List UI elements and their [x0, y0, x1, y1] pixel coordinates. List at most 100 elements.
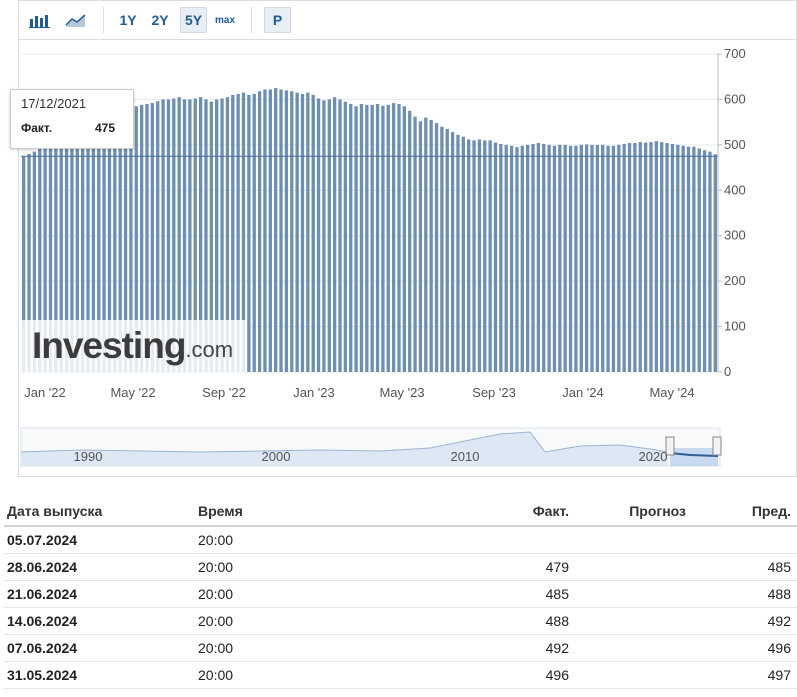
y-tick-label: 100 [724, 319, 746, 334]
y-tick-label: 400 [724, 182, 746, 197]
row-previous: 485 [767, 559, 791, 575]
header-forecast[interactable]: Прогноз [629, 503, 686, 519]
bar [241, 92, 246, 373]
bar [713, 154, 717, 372]
bar [198, 97, 203, 372]
bar [97, 119, 101, 372]
bar [418, 121, 423, 372]
bar [434, 123, 439, 372]
header-date[interactable]: Дата выпуска [7, 503, 103, 519]
bar [467, 139, 471, 372]
bar [274, 88, 278, 372]
bar [638, 142, 642, 372]
chart-tooltip: 17/12/2021 Факт. 475 [10, 89, 134, 149]
range-1y-button[interactable]: 1Y [119, 12, 137, 28]
bar [568, 145, 573, 372]
bar [359, 103, 364, 372]
row-previous: 492 [767, 613, 791, 629]
bar [445, 128, 449, 372]
header-actual[interactable]: Факт. [532, 503, 569, 519]
bar [670, 143, 675, 372]
bar [354, 106, 358, 373]
bar [692, 146, 696, 372]
table-row: 21.06.2024 20:00 485 488 [4, 581, 797, 608]
navigator-label: 2020 [639, 449, 668, 464]
bar [32, 151, 37, 372]
logo-suffix: .com [185, 337, 234, 362]
row-date: 14.06.2024 [7, 613, 78, 629]
bar [611, 145, 616, 372]
investing-logo: Investing .com [22, 320, 247, 372]
area-chart-icon[interactable] [63, 7, 89, 33]
bar [311, 94, 315, 372]
bar [204, 99, 208, 373]
bar [408, 110, 412, 372]
range-max-button[interactable]: max [214, 14, 235, 26]
x-tick-label: May '23 [379, 385, 424, 400]
navigator-handle-right [712, 436, 722, 456]
bar [509, 145, 514, 372]
bar [579, 144, 583, 372]
row-time: 20:00 [198, 559, 234, 575]
x-axis-ticks: Jan '22 May '22 Sep '22 Jan '23 May '23 Sep '… [24, 385, 694, 400]
bar [584, 144, 589, 372]
row-actual: 492 [545, 640, 569, 656]
bar [606, 145, 610, 372]
bar [563, 144, 567, 372]
range-navigator: 1990 2000 2010 2020 [20, 427, 722, 467]
bar [177, 97, 181, 372]
bar [520, 145, 524, 372]
navigator-selection-line [669, 452, 719, 457]
bar [209, 101, 213, 372]
p-button[interactable]: P [264, 7, 291, 33]
bar [91, 123, 96, 372]
bar [536, 143, 541, 372]
bar [102, 117, 106, 372]
navigator-label: 2000 [262, 449, 291, 464]
bar [118, 110, 122, 372]
bar [702, 150, 707, 372]
x-tick-label: Jan '23 [293, 385, 335, 400]
bar [316, 98, 321, 373]
bar [284, 90, 289, 372]
bar [660, 142, 664, 372]
navigator-label: 2010 [451, 449, 480, 464]
bar [257, 91, 262, 372]
bar [499, 143, 503, 372]
range-5y-button[interactable]: 5Y [180, 7, 207, 33]
bar [515, 147, 519, 372]
bar [477, 139, 482, 372]
x-tick-label: Sep '23 [472, 385, 516, 400]
y-tick-label: 700 [724, 46, 746, 61]
bar [708, 151, 712, 372]
x-tick-label: May '24 [649, 385, 694, 400]
navigator-handle-left [665, 436, 675, 456]
x-tick-label: Jan '22 [24, 385, 66, 400]
y-tick-label: 200 [724, 273, 746, 288]
bar [75, 131, 79, 372]
bar [134, 106, 138, 373]
bar [649, 142, 653, 372]
bar [150, 103, 155, 372]
bar [268, 89, 272, 373]
bar [643, 142, 648, 372]
bar [107, 115, 112, 372]
row-date: 05.07.2024 [7, 532, 78, 548]
table-row: 05.07.2024 20:00 [4, 527, 797, 554]
bar [295, 92, 299, 373]
table-header: Дата выпуска Время Факт. Прогноз Пред. [4, 497, 797, 527]
tooltip-value: 475 [94, 121, 115, 135]
y-tick-label: 600 [724, 91, 746, 106]
bar-chart-icon[interactable] [27, 7, 53, 33]
bar [429, 119, 433, 373]
bar [236, 93, 240, 372]
bar [654, 141, 658, 372]
bar [129, 108, 133, 372]
bar [54, 140, 58, 372]
x-tick-label: Sep '22 [202, 385, 246, 400]
bar [595, 144, 600, 372]
header-previous[interactable]: Пред. [751, 503, 791, 519]
range-2y-button[interactable]: 2Y [151, 12, 169, 28]
header-time[interactable]: Время [198, 503, 243, 519]
bar [488, 140, 492, 372]
